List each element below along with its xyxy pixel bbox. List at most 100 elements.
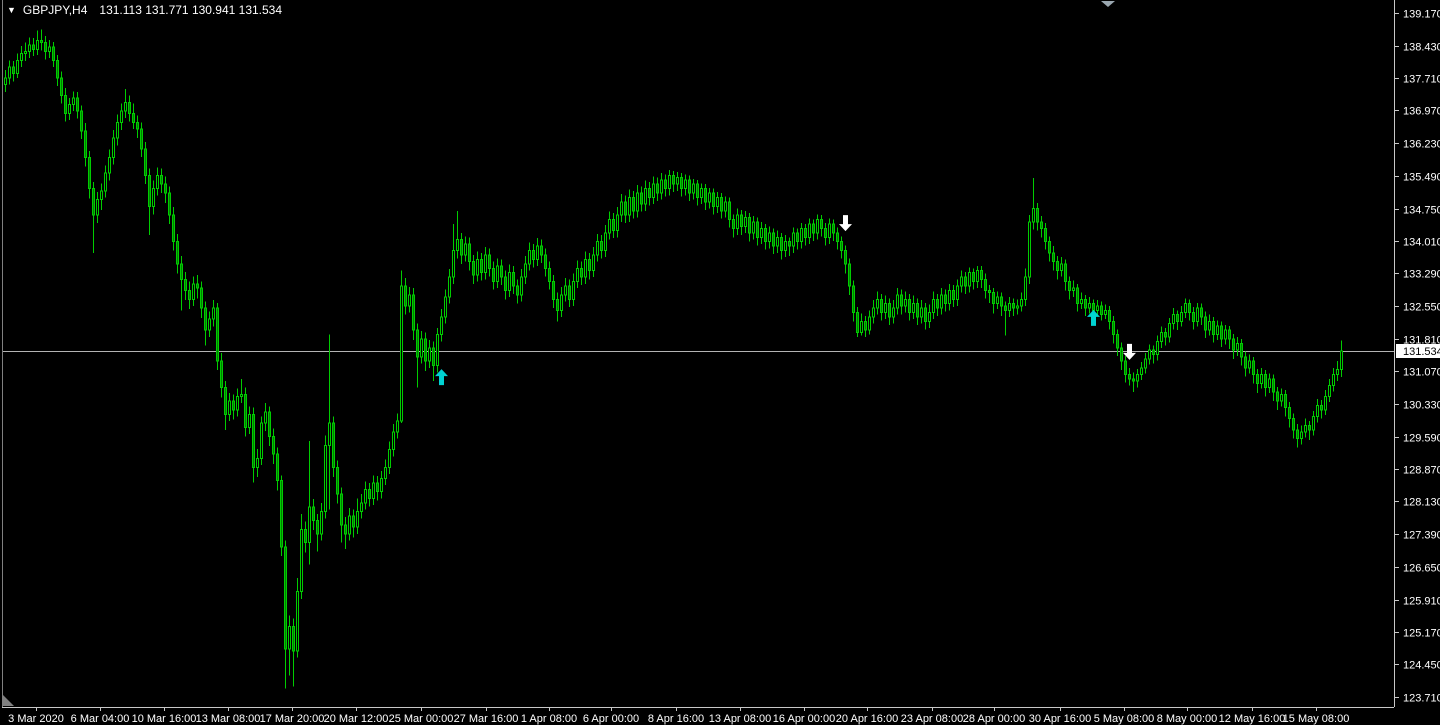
bull-candle-body (616, 214, 619, 232)
candle (672, 170, 675, 193)
candle (1312, 410, 1315, 436)
bull-candle-body (928, 312, 931, 322)
chart-menu-toggle-icon[interactable]: ▼ (7, 5, 16, 15)
sell-arrow-icon[interactable] (839, 215, 852, 232)
candle (8, 60, 11, 85)
candle (632, 190, 635, 219)
bear-candle-body (480, 258, 483, 274)
bull-candle-body (1328, 385, 1331, 398)
candle (540, 239, 543, 263)
bull-candle-body (592, 254, 595, 272)
buy-arrow-icon[interactable] (435, 369, 448, 386)
bull-candle-body (1312, 416, 1315, 431)
bear-candle-body (548, 267, 551, 283)
candle (1040, 216, 1043, 238)
bear-candle-body (136, 121, 139, 130)
candle (572, 273, 575, 306)
candle (860, 313, 863, 336)
candle (356, 498, 359, 534)
bull-candle-body (1324, 396, 1327, 411)
bull-candle-body (448, 276, 451, 298)
bear-candle-body (416, 329, 419, 358)
bull-candle-body (1248, 360, 1251, 369)
chart-title: ▼ GBPJPY,H4 131.113 131.771 130.941 131.… (7, 3, 282, 17)
candle (624, 195, 627, 224)
candle (472, 255, 475, 284)
candle (884, 295, 887, 320)
trade-arrow-markers[interactable] (435, 215, 1136, 386)
bear-candle-body (144, 148, 147, 176)
candle (580, 261, 583, 286)
sell-arrow-icon[interactable] (1123, 343, 1136, 360)
chart-shift-marker-icon[interactable] (1101, 1, 1115, 7)
time-axis[interactable]: 3 Mar 2020 6 Mar 04:00 10 Mar 16:00 13 Mar … (2, 707, 1394, 725)
bear-candle-body (504, 276, 507, 291)
bear-candle-body (864, 320, 867, 331)
candle (700, 183, 703, 205)
bull-candle-body (872, 307, 875, 318)
candle (964, 271, 967, 294)
candle (148, 168, 151, 236)
bear-candle-body (1116, 334, 1119, 349)
bear-candle-body (424, 338, 427, 362)
candle (92, 182, 95, 253)
bull-candle-body (328, 422, 331, 446)
candle (1060, 257, 1063, 277)
candle (908, 293, 911, 321)
candle (748, 212, 751, 242)
bull-candle-body (116, 121, 119, 139)
candle (644, 180, 647, 211)
bull-candle-body (452, 250, 455, 278)
candle (268, 406, 271, 447)
bull-candle-body (20, 53, 23, 61)
candle (380, 470, 383, 499)
candle (444, 289, 447, 324)
candle (1332, 367, 1335, 392)
candle (156, 167, 159, 196)
bull-candle-body (484, 254, 487, 274)
buy-arrow-icon[interactable] (1087, 309, 1100, 326)
bear-candle-body (1128, 373, 1131, 380)
bear-candle-body (704, 188, 707, 203)
candle (1152, 345, 1155, 364)
price-axis[interactable]: 139.170 138.430 137.710 136.970 136.230 135.4… (1394, 0, 1440, 707)
bull-candle-body (436, 334, 439, 367)
bear-candle-body (432, 347, 435, 367)
bull-candle-body (524, 263, 527, 278)
candle (992, 288, 995, 314)
bull-candle-body (904, 298, 907, 307)
candle (68, 97, 71, 121)
bull-candle-body (892, 307, 895, 318)
bear-candle-body (244, 393, 247, 429)
bull-candle-body (444, 296, 447, 318)
bull-candle-body (676, 177, 679, 185)
time-label: 3 Mar 2020 (8, 713, 64, 725)
candle (516, 279, 519, 304)
bull-candle-body (932, 298, 935, 314)
bull-candle-body (956, 285, 959, 300)
bull-candle-body (208, 318, 211, 331)
bear-candle-body (936, 298, 939, 309)
bull-candle-body (100, 190, 103, 201)
bear-candle-body (1084, 298, 1087, 309)
bear-candle-body (812, 223, 815, 234)
candle (1292, 413, 1295, 439)
bull-candle-body (644, 188, 647, 205)
candle (4, 70, 7, 93)
candle (1000, 292, 1003, 317)
bull-candle-body (392, 431, 395, 451)
bull-candle-body (968, 272, 971, 287)
price-label: 133.290 (1403, 269, 1440, 281)
bear-candle-body (188, 289, 191, 300)
bull-candle-body (8, 66, 11, 79)
bear-candle-body (132, 112, 135, 123)
candle (304, 521, 307, 553)
bear-candle-body (196, 283, 199, 289)
bull-candle-body (868, 316, 871, 331)
candle (1108, 305, 1111, 330)
candle (1176, 310, 1179, 331)
bull-candle-body (476, 258, 479, 276)
bull-candle-body (1032, 208, 1035, 223)
bull-candle-body (212, 307, 215, 320)
